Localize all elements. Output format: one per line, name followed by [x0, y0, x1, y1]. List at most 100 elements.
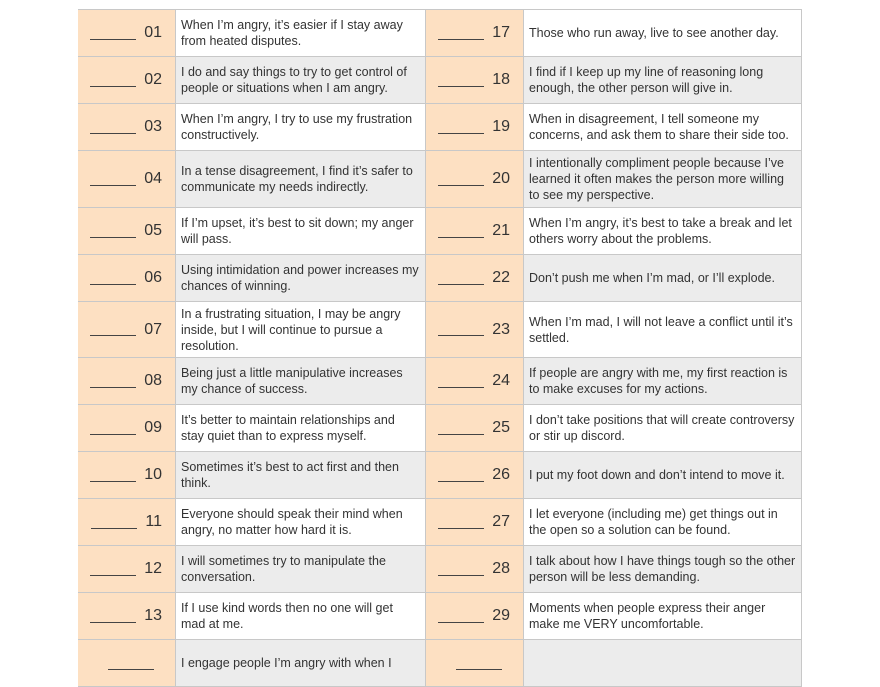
answer-blank[interactable]	[90, 386, 137, 388]
table-row: 05 If I’m upset, it’s best to sit down; m…	[78, 208, 802, 255]
statement-text: When I’m angry, I try to use my frustrat…	[176, 104, 426, 150]
item-number: 18	[492, 71, 510, 88]
answer-blank[interactable]	[438, 38, 485, 40]
item-number-cell[interactable]: 13	[78, 593, 176, 639]
answer-blank[interactable]	[90, 574, 137, 576]
table-row: 08 Being just a little manipulative incre…	[78, 358, 802, 405]
item-number-cell[interactable]: 21	[426, 208, 524, 254]
statement-text: Don’t push me when I’m mad, or I’ll expl…	[524, 255, 802, 301]
item-number-cell[interactable]: 20	[426, 151, 524, 207]
item-number: 23	[492, 320, 510, 338]
answer-blank[interactable]	[90, 433, 137, 435]
answer-blank[interactable]	[438, 480, 485, 482]
item-number: 02	[144, 71, 162, 88]
answer-blank[interactable]	[438, 85, 485, 87]
statement-text: I put my foot down and don’t intend to m…	[524, 452, 802, 498]
item-number: 20	[492, 170, 510, 187]
item-number-cell[interactable]: 07	[78, 302, 176, 357]
answer-blank[interactable]	[90, 621, 137, 623]
item-number-cell[interactable]: 18	[426, 57, 524, 103]
item-number-cell[interactable]: 09	[78, 405, 176, 451]
item-number-cell[interactable]: 28	[426, 546, 524, 592]
answer-blank[interactable]	[438, 236, 485, 238]
item-number: 12	[144, 560, 162, 577]
answer-blank[interactable]	[438, 132, 485, 134]
statement-text: I find if I keep up my line of reasoning…	[524, 57, 802, 103]
answer-blank[interactable]	[438, 335, 485, 336]
statement-text: I will sometimes try to manipulate the c…	[176, 546, 426, 592]
answer-blank[interactable]	[456, 668, 502, 670]
item-number-cell[interactable]	[78, 640, 176, 686]
statement-text: If people are angry with me, my first re…	[524, 358, 802, 404]
item-number: 10	[144, 466, 162, 483]
answer-blank[interactable]	[90, 85, 137, 87]
answer-blank[interactable]	[90, 184, 137, 186]
statement-text: I engage people I’m angry with when I	[176, 640, 426, 686]
answer-blank[interactable]	[438, 184, 485, 186]
answer-blank[interactable]	[438, 433, 485, 435]
item-number: 28	[492, 560, 510, 577]
answer-blank[interactable]	[90, 132, 137, 134]
item-number-cell[interactable]: 17	[426, 10, 524, 56]
answer-blank[interactable]	[438, 283, 485, 285]
statement-text: I talk about how I have things tough so …	[524, 546, 802, 592]
item-number-cell[interactable]: 23	[426, 302, 524, 357]
item-number-cell[interactable]: 26	[426, 452, 524, 498]
item-number: 24	[492, 372, 510, 389]
item-number-cell[interactable]: 08	[78, 358, 176, 404]
item-number-cell[interactable]: 06	[78, 255, 176, 301]
statement-text: Using intimidation and power increases m…	[176, 255, 426, 301]
answer-blank[interactable]	[90, 283, 137, 285]
statement-text: I don’t take positions that will create …	[524, 405, 802, 451]
item-number-cell[interactable]: 27	[426, 499, 524, 545]
table-row: 01 When I’m angry, it’s easier if I stay …	[78, 10, 802, 57]
item-number: 21	[492, 222, 510, 239]
item-number: 09	[144, 419, 162, 436]
statement-text: I let everyone (including me) get things…	[524, 499, 802, 545]
answer-blank[interactable]	[90, 335, 137, 336]
item-number-cell[interactable]: 03	[78, 104, 176, 150]
item-number-cell[interactable]: 25	[426, 405, 524, 451]
statement-text: Being just a little manipulative increas…	[176, 358, 426, 404]
table-row: 06 Using intimidation and power increases…	[78, 255, 802, 302]
item-number: 03	[144, 118, 162, 135]
item-number-cell[interactable]: 02	[78, 57, 176, 103]
item-number: 13	[144, 607, 162, 624]
table-row: 10 Sometimes it’s best to act first and t…	[78, 452, 802, 499]
item-number-cell[interactable]: 12	[78, 546, 176, 592]
item-number-cell[interactable]: 19	[426, 104, 524, 150]
answer-blank[interactable]	[91, 527, 138, 529]
item-number-cell[interactable]: 04	[78, 151, 176, 207]
answer-blank[interactable]	[90, 236, 137, 238]
answer-blank[interactable]	[438, 527, 485, 529]
item-number: 26	[492, 466, 510, 483]
item-number-cell[interactable]	[426, 640, 524, 686]
statement-text: In a tense disagreement, I find it’s saf…	[176, 151, 426, 207]
statement-text: In a frustrating situation, I may be ang…	[176, 302, 426, 357]
table-row: 07 In a frustrating situation, I may be a…	[78, 302, 802, 358]
answer-blank[interactable]	[438, 386, 485, 388]
statement-text: When in disagreement, I tell someone my …	[524, 104, 802, 150]
answer-blank[interactable]	[108, 668, 154, 670]
item-number-cell[interactable]: 24	[426, 358, 524, 404]
item-number-cell[interactable]: 11	[78, 499, 176, 545]
item-number-cell[interactable]: 10	[78, 452, 176, 498]
statement-text: I intentionally compliment people becaus…	[524, 151, 802, 207]
table-row: 11 Everyone should speak their mind when …	[78, 499, 802, 546]
answer-blank[interactable]	[438, 574, 485, 576]
item-number-cell[interactable]: 29	[426, 593, 524, 639]
item-number: 29	[492, 607, 510, 624]
item-number-cell[interactable]: 01	[78, 10, 176, 56]
statement-text: Moments when people express their anger …	[524, 593, 802, 639]
answer-blank[interactable]	[90, 480, 137, 482]
item-number: 08	[144, 372, 162, 389]
table-row: 02 I do and say things to try to get cont…	[78, 57, 802, 104]
item-number-cell[interactable]: 05	[78, 208, 176, 254]
item-number: 19	[492, 118, 510, 135]
answer-blank[interactable]	[438, 621, 485, 623]
statement-text	[524, 640, 802, 686]
answer-blank[interactable]	[90, 38, 137, 40]
table-row: 12 I will sometimes try to manipulate the…	[78, 546, 802, 593]
item-number-cell[interactable]: 22	[426, 255, 524, 301]
item-number: 11	[145, 513, 162, 530]
